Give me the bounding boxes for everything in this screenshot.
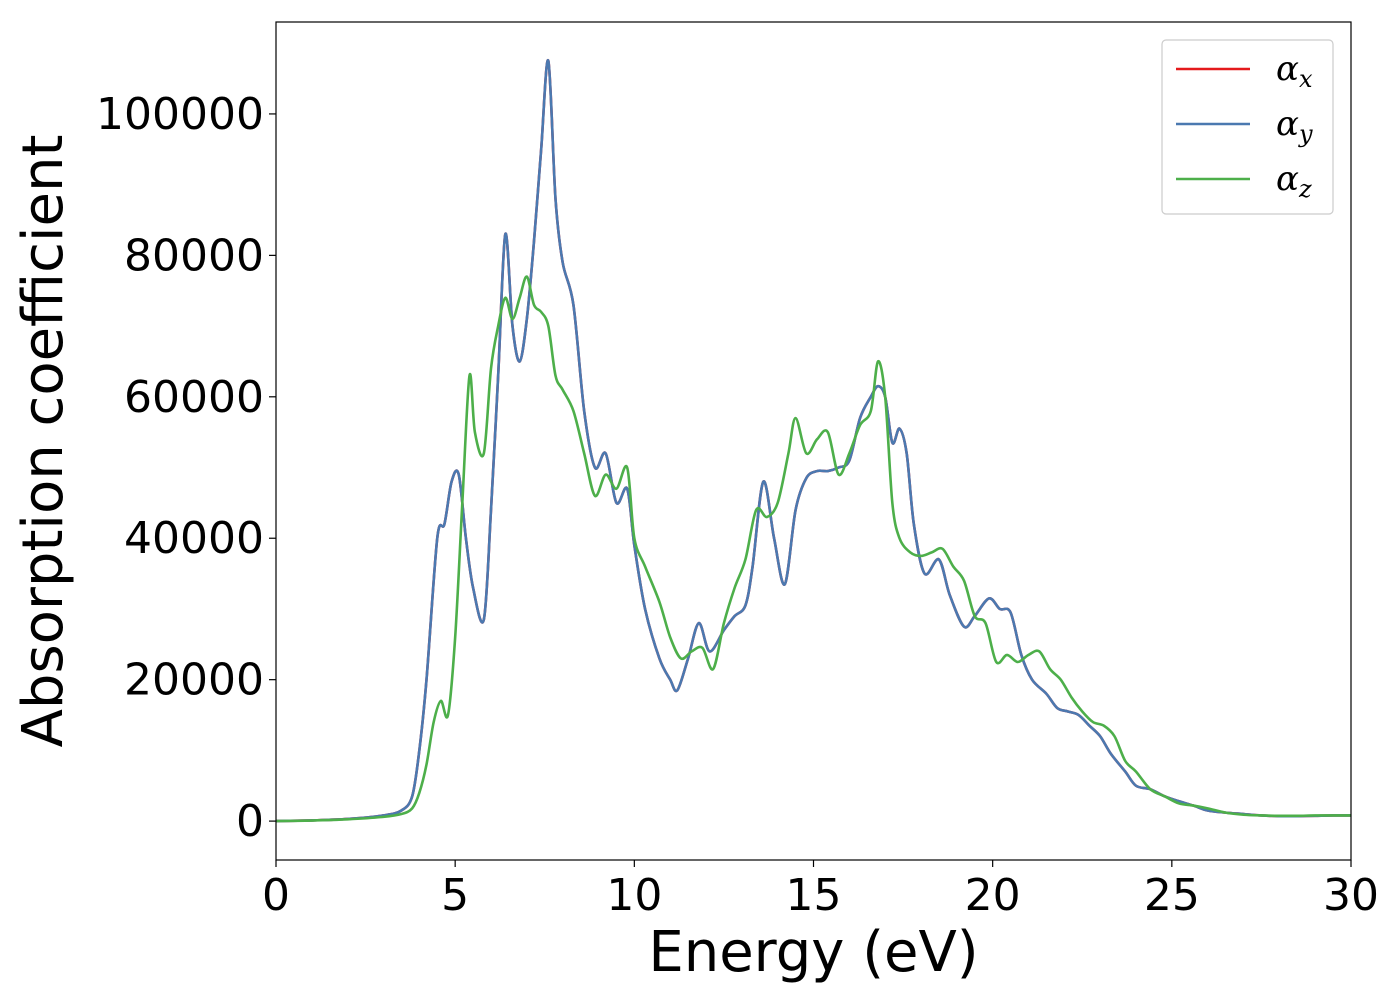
legend-label: αz	[1276, 159, 1312, 203]
legend: αx αy αz	[1161, 39, 1334, 215]
legend-label: αy	[1276, 104, 1313, 148]
y-tick-label: 60000	[124, 372, 264, 423]
x-tick-label: 20	[965, 870, 1021, 921]
legend-box	[1161, 39, 1334, 215]
y-axis: 0 20000 40000 60000 80000 100000	[96, 89, 276, 847]
x-tick-label: 30	[1323, 870, 1379, 921]
x-tick-label: 5	[441, 870, 469, 921]
x-tick-label: 25	[1144, 870, 1200, 921]
y-tick-label: 40000	[124, 513, 264, 564]
x-tick-label: 0	[262, 870, 290, 921]
series-line-2	[276, 59, 1351, 823]
x-axis: 0 5 10 15 20 25 30	[262, 860, 1379, 921]
series-line-3	[276, 275, 1351, 823]
y-tick-label: 0	[236, 796, 264, 847]
y-tick-label: 20000	[124, 655, 264, 706]
y-axis-label: Absorption coefficient	[11, 135, 76, 748]
legend-label: αx	[1276, 49, 1313, 93]
y-tick-label: 100000	[96, 89, 264, 140]
x-tick-label: 15	[786, 870, 842, 921]
y-tick-label: 80000	[124, 230, 264, 281]
series-layer	[276, 59, 1351, 823]
x-tick-label: 10	[606, 870, 662, 921]
x-axis-label: Energy (eV)	[648, 920, 978, 985]
